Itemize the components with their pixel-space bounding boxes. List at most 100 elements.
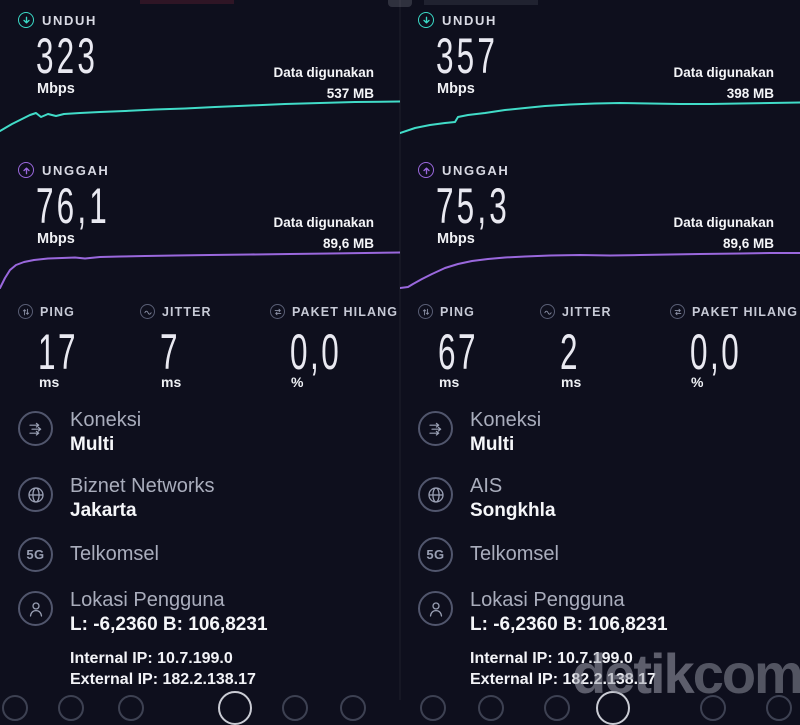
download-data-used: Data digunakan 537 MB	[273, 62, 374, 104]
packet-loss-label: PAKET HILANG	[292, 304, 399, 319]
latency-metrics-row: PING 17 ms JITTER 7 ms PAKET HILANG 0,0	[0, 304, 400, 396]
ping-unit: ms	[439, 374, 460, 390]
upload-speed-chart	[400, 252, 800, 289]
cutoff-icon	[478, 695, 504, 721]
download-value: 357	[436, 28, 499, 84]
ping-label: PING	[40, 304, 75, 319]
download-speed-chart	[0, 100, 400, 132]
data-used-label: Data digunakan	[273, 215, 374, 230]
download-speed-chart	[400, 101, 800, 134]
cutoff-icon	[2, 695, 28, 721]
upload-value: 76,1	[36, 178, 110, 234]
ping-icon	[418, 304, 433, 319]
download-header: UNDUH	[418, 12, 497, 28]
download-unit: Mbps	[37, 81, 75, 97]
packet-loss-icon	[670, 304, 685, 319]
location-coordinates: L: -6,2360 B: 106,8231	[70, 614, 268, 635]
server-name: AIS	[470, 475, 503, 497]
internal-ip: Internal IP: 10.7.199.0	[70, 650, 233, 667]
connection-info-row: Koneksi Multi	[18, 408, 388, 457]
connection-value: Multi	[470, 434, 515, 455]
download-data-used: Data digunakan 398 MB	[673, 62, 774, 104]
top-edge-artifact	[388, 0, 412, 7]
upload-label: UNGGAH	[442, 162, 510, 178]
download-section: UNDUH 357 Mbps Data digunakan 398 MB	[400, 12, 800, 152]
speedtest-result-panel-left: UNDUH 323 Mbps Data digunakan 537 MB UNG…	[0, 0, 400, 725]
server-info-row: Biznet Networks Jakarta	[18, 474, 388, 523]
panel-divider	[399, 0, 401, 700]
connection-title: Koneksi	[470, 409, 542, 431]
download-label: UNDUH	[442, 12, 497, 28]
data-used-label: Data digunakan	[673, 215, 774, 230]
location-title: Lokasi Pengguna	[470, 589, 625, 611]
jitter-unit: ms	[561, 374, 582, 390]
ping-metric: PING 67 ms	[418, 304, 476, 390]
connection-info-row: Koneksi Multi	[418, 408, 788, 457]
carrier-name: Telkomsel	[70, 543, 159, 565]
multi-connection-icon	[18, 411, 53, 446]
download-unit: Mbps	[437, 81, 475, 97]
jitter-metric: JITTER 7 ms	[140, 304, 212, 390]
cutoff-icon	[340, 695, 366, 721]
upload-section: UNGGAH 75,3 Mbps Data digunakan 89,6 MB	[400, 162, 800, 292]
upload-value: 75,3	[436, 178, 510, 234]
server-city: Songkhla	[470, 500, 556, 521]
packet-loss-icon	[270, 304, 285, 319]
data-used-label: Data digunakan	[673, 65, 774, 80]
packet-loss-unit: %	[291, 374, 304, 390]
external-ip: External IP: 182.2.138.17	[470, 670, 656, 688]
connection-title: Koneksi	[70, 409, 142, 431]
upload-arrow-icon	[18, 162, 34, 178]
location-info-row: Lokasi Pengguna L: -6,2360 B: 106,8231	[418, 588, 788, 637]
cutoff-icon	[544, 695, 570, 721]
download-label: UNDUH	[42, 12, 97, 28]
jitter-icon	[140, 304, 155, 319]
server-name: Biznet Networks	[70, 475, 215, 497]
cutoff-icon	[282, 695, 308, 721]
jitter-label: JITTER	[562, 304, 612, 319]
ip-address-block: Internal IP: 10.7.199.0 External IP: 182…	[70, 649, 256, 690]
upload-label: UNGGAH	[42, 162, 110, 178]
data-used-label: Data digunakan	[273, 65, 374, 80]
speedtest-result-panel-right: UNDUH 357 Mbps Data digunakan 398 MB UNG…	[400, 0, 800, 725]
multi-connection-icon	[418, 411, 453, 446]
top-edge-artifact	[424, 0, 538, 5]
ping-unit: ms	[39, 374, 60, 390]
upload-data-used: Data digunakan 89,6 MB	[273, 212, 374, 254]
server-info-row: AIS Songkhla	[418, 474, 788, 523]
globe-icon	[418, 477, 453, 512]
download-header: UNDUH	[18, 12, 97, 28]
download-value: 323	[36, 28, 99, 84]
data-used-value: 398 MB	[726, 86, 774, 101]
ping-value: 17	[38, 324, 79, 380]
upload-header: UNGGAH	[418, 162, 509, 178]
5g-badge-icon: 5G	[18, 537, 53, 572]
download-section: UNDUH 323 Mbps Data digunakan 537 MB	[0, 12, 400, 152]
jitter-icon	[540, 304, 555, 319]
jitter-value: 2	[560, 324, 581, 380]
packet-loss-value: 0,0	[290, 324, 342, 380]
internal-ip: Internal IP: 10.7.199.0	[470, 650, 633, 667]
packet-loss-value: 0,0	[690, 324, 742, 380]
jitter-label: JITTER	[162, 304, 212, 319]
cutoff-icon	[420, 695, 446, 721]
upload-header: UNGGAH	[18, 162, 109, 178]
ip-address-block: Internal IP: 10.7.199.0 External IP: 182…	[470, 649, 656, 690]
ping-metric: PING 17 ms	[18, 304, 76, 390]
jitter-value: 7	[160, 324, 181, 380]
location-info-row: Lokasi Pengguna L: -6,2360 B: 106,8231	[18, 588, 388, 637]
latency-metrics-row: PING 67 ms JITTER 2 ms PAKET HILANG 0,0	[400, 304, 800, 396]
detikcom-watermark: detikcom	[572, 642, 800, 705]
network-info-row: 5G Telkomsel	[418, 534, 788, 575]
upload-arrow-icon	[418, 162, 434, 178]
cutoff-icon	[58, 695, 84, 721]
upload-unit: Mbps	[37, 231, 75, 247]
user-location-icon	[418, 591, 453, 626]
server-city: Jakarta	[70, 500, 137, 521]
data-used-value: 89,6 MB	[722, 236, 774, 251]
globe-icon	[18, 477, 53, 512]
upload-unit: Mbps	[437, 231, 475, 247]
network-info-row: 5G Telkomsel	[18, 534, 388, 575]
user-location-icon	[18, 591, 53, 626]
download-arrow-icon	[418, 12, 434, 28]
